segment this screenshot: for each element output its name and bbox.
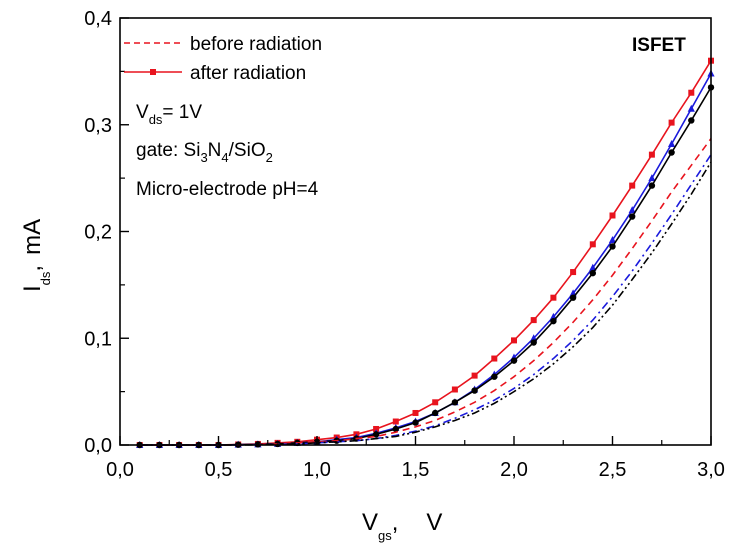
data-point-square xyxy=(550,294,557,301)
data-point-square xyxy=(392,418,399,425)
data-point-square xyxy=(432,399,439,406)
data-point-square xyxy=(668,119,675,126)
data-point-circle xyxy=(530,339,537,346)
series-line xyxy=(139,60,712,446)
data-point-circle xyxy=(510,357,518,364)
data-point-circle xyxy=(412,419,419,426)
data-point-circle xyxy=(629,213,636,220)
data-point-circle xyxy=(550,317,557,325)
data-point-square xyxy=(373,425,380,432)
x-tick-label: 2,0 xyxy=(500,459,528,481)
data-point-square xyxy=(629,182,636,189)
y-tick-label: 0,3 xyxy=(84,115,112,137)
data-point-circle xyxy=(589,269,596,277)
data-point-circle xyxy=(668,149,675,156)
x-axis-symbol: V xyxy=(362,509,378,536)
data-point-circle xyxy=(609,243,616,250)
plot-series-group xyxy=(136,57,715,449)
x-tick-label: 1,5 xyxy=(402,459,430,481)
data-point-triangle xyxy=(648,174,656,182)
data-point-circle xyxy=(569,294,577,301)
y-tick-label: 0,0 xyxy=(84,435,112,457)
data-point-square xyxy=(530,317,537,324)
x-tick-label: 0,5 xyxy=(205,459,233,481)
x-tick-label: 0,0 xyxy=(106,459,134,481)
data-point-square xyxy=(688,89,695,96)
y-axis-title: Ids,mA xyxy=(19,219,53,292)
y-axis-symbol: I xyxy=(19,285,46,292)
series-line xyxy=(139,86,712,446)
legend-marker-after xyxy=(150,69,156,75)
data-point-triangle xyxy=(608,236,617,244)
data-point-circle xyxy=(471,387,478,394)
data-point-circle xyxy=(372,431,380,438)
data-point-square xyxy=(451,386,458,393)
data-point-square xyxy=(412,409,419,416)
data-point-square xyxy=(648,151,655,158)
x-axis-title: Vgs, V xyxy=(362,509,442,543)
isfet-label: ISFET xyxy=(632,35,686,56)
y-axis-subscript: ds xyxy=(38,271,53,285)
legend-label-before: before radiation xyxy=(190,34,322,55)
electrode-annotation: Micro-electrode pH=4 xyxy=(136,179,319,200)
data-point-square xyxy=(511,337,517,344)
data-point-square xyxy=(471,372,478,379)
data-point-triangle xyxy=(687,104,695,112)
x-axis-subscript: gs xyxy=(378,528,392,543)
data-point-triangle xyxy=(589,263,597,271)
series-line xyxy=(139,161,712,446)
data-point-circle xyxy=(392,425,399,433)
y-tick-label: 0,4 xyxy=(84,8,112,30)
data-point-circle xyxy=(688,117,695,124)
legend: before radiation after radiation xyxy=(124,34,322,84)
data-point-square xyxy=(570,269,577,276)
data-point-circle xyxy=(491,373,498,380)
data-point-triangle xyxy=(628,206,636,214)
gate-annotation: gate: Si3N4/SiO2 xyxy=(136,140,273,165)
data-point-circle xyxy=(432,409,439,417)
series-line xyxy=(139,73,712,446)
data-point-square xyxy=(589,241,596,248)
legend-label-after: after radiation xyxy=(190,63,306,84)
x-tick-label: 1,0 xyxy=(303,459,331,481)
y-tick-label: 0,1 xyxy=(84,328,112,350)
data-point-square xyxy=(491,355,498,362)
data-point-triangle xyxy=(668,139,676,147)
y-axis-unit: mA xyxy=(19,219,46,255)
x-tick-label: 2,5 xyxy=(599,459,627,481)
x-tick-label: 3,0 xyxy=(697,459,725,481)
y-tick-label: 0,2 xyxy=(84,222,112,244)
data-point-square xyxy=(609,212,616,219)
data-point-circle xyxy=(451,399,459,406)
axis-ticks-group: 0,0 0,5 1,0 1,5 2,0 2,5 3,0 0,0 0,1 0,2 0,3 0,4 xyxy=(84,8,725,481)
data-point-circle xyxy=(648,182,656,189)
x-axis-unit: V xyxy=(426,509,442,536)
vds-annotation: Vds= 1V xyxy=(136,102,202,127)
